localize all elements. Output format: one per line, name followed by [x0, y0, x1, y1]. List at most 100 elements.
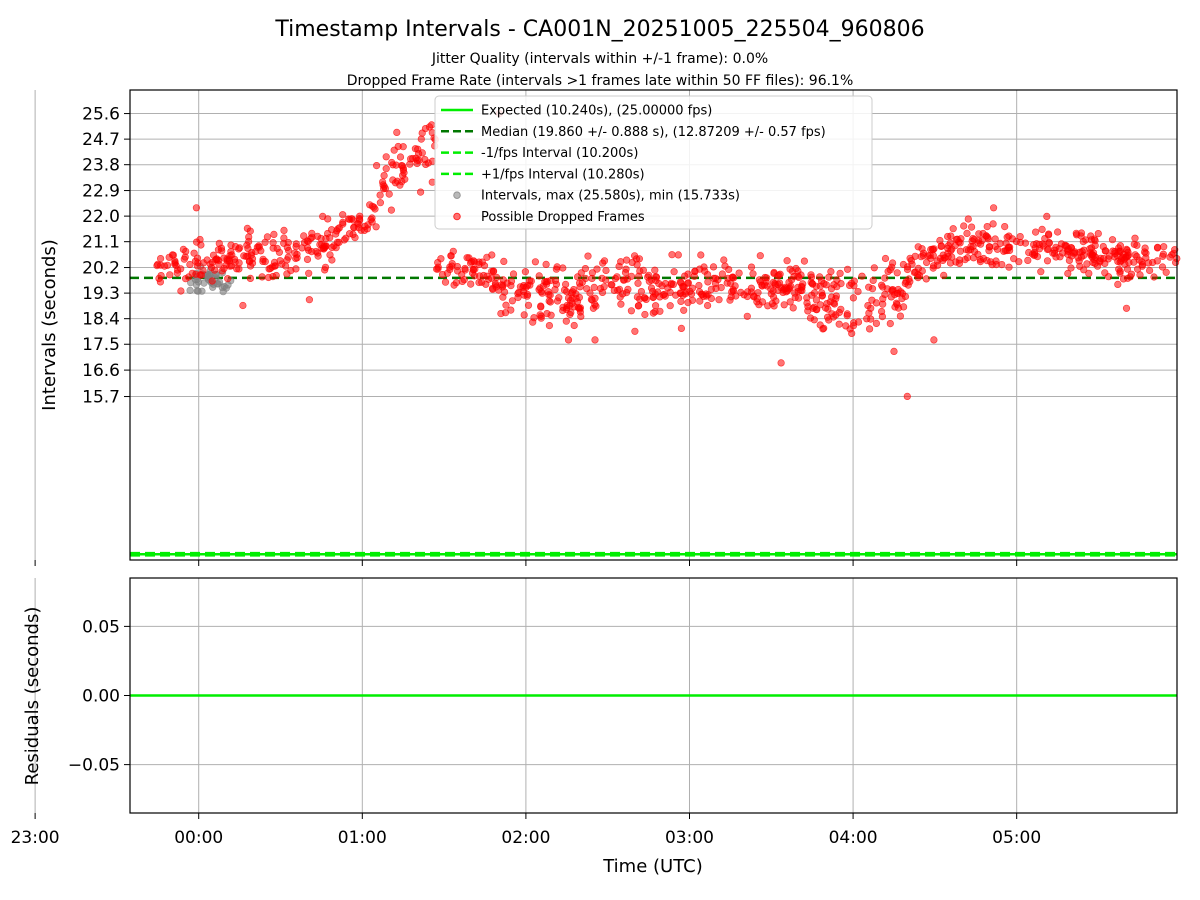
- dropped-frame-point: [452, 279, 460, 287]
- dropped-frame-point: [258, 273, 266, 281]
- intervals-plot-frame: [129, 89, 1178, 561]
- interval-point: [214, 280, 222, 288]
- dropped-frame-point: [704, 278, 712, 286]
- dropped-frame-point: [478, 258, 486, 266]
- dropped-frame-point: [720, 256, 728, 264]
- dropped-frame-point: [186, 260, 194, 269]
- dropped-frame-point: [233, 265, 241, 273]
- dropped-frame-point: [804, 303, 812, 311]
- dropped-frame-point: [943, 232, 952, 241]
- dropped-frame-point: [339, 211, 347, 219]
- dropped-frame-point: [1037, 268, 1045, 276]
- dropped-frame-point: [989, 204, 998, 212]
- dropped-frame-point: [976, 256, 984, 264]
- dropped-frame-point: [996, 239, 1004, 247]
- dropped-frame-point: [878, 313, 887, 321]
- dropped-frame-point: [989, 220, 997, 228]
- dropped-frame-point: [774, 280, 782, 288]
- dropped-frame-point: [591, 294, 599, 302]
- dropped-frame-point: [676, 290, 685, 298]
- dropped-frame-point: [350, 224, 358, 232]
- dropped-frame-point: [843, 312, 851, 320]
- dropped-frame-point: [1083, 260, 1091, 268]
- dropped-frame-point: [1130, 240, 1138, 248]
- dropped-frame-point: [543, 310, 551, 318]
- dropped-frame-point: [278, 260, 286, 268]
- dropped-frame-point: [246, 227, 254, 235]
- dropped-frame-point: [872, 299, 881, 307]
- dropped-frame-point: [743, 292, 752, 301]
- dropped-frame-point: [865, 325, 874, 333]
- dropped-frame-point: [1097, 254, 1105, 262]
- dropped-frame-point: [725, 265, 733, 274]
- dropped-frame-point: [1141, 244, 1149, 252]
- dropped-frame-point: [371, 205, 379, 213]
- dropped-frame-point: [903, 263, 912, 271]
- y-tick-label: 18.4: [82, 310, 120, 330]
- dropped-frame-point: [886, 320, 894, 328]
- dropped-frame-point: [633, 261, 641, 269]
- legend-box: [434, 95, 873, 230]
- dropped-frame-point: [520, 311, 528, 319]
- dropped-frame-point: [292, 265, 300, 273]
- dropped-frame-point: [1044, 230, 1053, 238]
- dropped-frame-point: [437, 255, 445, 263]
- dropped-frame-point: [991, 235, 999, 243]
- dropped-frame-point: [922, 258, 931, 267]
- dropped-frame-point: [1162, 268, 1170, 276]
- dropped-frame-point: [418, 129, 426, 137]
- dropped-frame-point: [503, 279, 511, 287]
- dropped-frame-point: [480, 271, 488, 280]
- dropped-frame-point: [509, 270, 518, 278]
- dropped-frame-point: [949, 225, 957, 233]
- chart-subtitle-dropped: Dropped Frame Rate (intervals >1 frames …: [347, 73, 854, 89]
- dropped-frame-point: [478, 278, 486, 286]
- dropped-frame-point: [881, 254, 890, 263]
- intervals-plot: 25.6 24.7 23.8 22.9 22.0 21.1 20.2 19.3 18.4 17.5…: [34, 89, 1181, 566]
- dropped-frame-point: [960, 222, 968, 230]
- dropped-frame-point: [718, 270, 727, 278]
- dropped-frame-point: [1064, 269, 1072, 278]
- dropped-frame-point: [794, 294, 803, 302]
- dropped-frame-point: [560, 286, 569, 294]
- dropped-frame-point: [967, 223, 976, 231]
- dropped-frame-point: [1012, 237, 1021, 246]
- dropped-frame-point: [382, 165, 390, 173]
- dropped-frame-point: [633, 293, 642, 301]
- dropped-frame-point: [581, 265, 590, 273]
- dropped-frame-point: [303, 255, 312, 264]
- dropped-frame-point: [179, 245, 187, 253]
- dropped-frame-point: [424, 159, 432, 167]
- dropped-frame-point: [812, 296, 821, 304]
- dropped-frame-point: [969, 242, 977, 251]
- dropped-frame-point: [467, 259, 475, 267]
- residuals-y-ticks: 0.05 0.00 −0.05: [68, 617, 130, 776]
- dropped-frame-point: [786, 265, 794, 273]
- dropped-frame-point: [283, 270, 291, 278]
- dropped-frame-point: [1122, 245, 1131, 253]
- legend-entry-label: Intervals, max (25.580s), min (15.733s): [481, 189, 740, 204]
- dropped-frame-point: [820, 324, 828, 332]
- dropped-frame-point: [896, 312, 905, 320]
- y-tick-label: 22.9: [82, 182, 120, 202]
- y-tick-label: 17.5: [82, 335, 120, 355]
- dropped-frame-point: [930, 336, 938, 344]
- dropped-frame-point: [854, 288, 862, 296]
- x-tick-label: 05:00: [992, 828, 1041, 848]
- dropped-frame-point: [415, 150, 423, 158]
- dropped-frame-point: [666, 302, 674, 310]
- dropped-frame-point: [1101, 259, 1109, 268]
- y-tick-label: 23.8: [82, 156, 120, 176]
- dropped-frame-point: [641, 294, 649, 302]
- x-tick-label: 03:00: [665, 828, 714, 848]
- dropped-frame-point: [275, 248, 284, 256]
- residual-y-tick-label: 0.00: [82, 687, 120, 707]
- dropped-frame-point: [634, 302, 643, 310]
- dropped-frame-point: [747, 284, 756, 292]
- dropped-frame-point: [399, 166, 408, 174]
- dropped-frame-point: [319, 212, 327, 220]
- dropped-frame-point: [836, 269, 844, 278]
- dropped-frame-point: [602, 266, 610, 275]
- dropped-frame-point: [872, 319, 881, 328]
- dropped-frame-point: [1001, 223, 1009, 231]
